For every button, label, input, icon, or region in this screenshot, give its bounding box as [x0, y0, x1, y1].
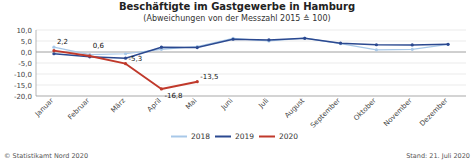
legend-label: 2019: [235, 132, 254, 141]
grid: [36, 30, 466, 96]
footer-left: © Statistikamt Nord 2020: [4, 152, 88, 160]
point: [303, 37, 306, 40]
point: [303, 37, 306, 40]
x-tick-label: März: [109, 97, 127, 115]
point: [88, 54, 91, 57]
point: [124, 62, 127, 65]
line: [54, 38, 448, 55]
line: [54, 38, 448, 58]
x-tick-label: Februar: [66, 97, 91, 122]
legend-swatch: [215, 136, 231, 138]
point: [231, 38, 234, 41]
point: [339, 42, 342, 45]
legend-swatch: [171, 136, 187, 138]
x-tick-label: Juli: [257, 97, 271, 111]
y-tick-label: 10,0: [16, 27, 32, 35]
point: [124, 52, 127, 55]
point: [446, 43, 449, 46]
title: Beschäftigte im Gastgewerbe in Hamburg: [119, 1, 355, 12]
point: [196, 46, 199, 49]
x-tick-label: Mai: [184, 97, 198, 111]
point: [411, 43, 414, 46]
x-tick-label: September: [309, 97, 342, 130]
x-tick-label: Juni: [219, 97, 235, 113]
point: [267, 38, 270, 41]
point: [52, 52, 55, 55]
legend-label: 2020: [279, 132, 298, 141]
y-tick-label: 0,0: [21, 49, 32, 57]
point: [411, 48, 414, 51]
x-tick-label: Januar: [33, 97, 55, 119]
x-axis: [36, 96, 466, 97]
point: [196, 80, 199, 83]
grid-line: [36, 30, 466, 31]
series-1: [52, 37, 449, 60]
point: [160, 87, 163, 90]
point: [124, 57, 127, 60]
plot-area: [52, 37, 449, 91]
annotation: -5,3: [129, 55, 143, 63]
point: [375, 43, 378, 46]
chart: Beschäftigte im Gastgewerbe in Hamburg (A…: [0, 0, 474, 162]
annotation: 2,2: [57, 38, 68, 46]
y-axis: [36, 30, 37, 96]
grid-line: [36, 52, 466, 53]
grid-line: [36, 74, 466, 75]
annotation: -13,5: [200, 73, 218, 81]
point: [446, 43, 449, 46]
grid-line: [36, 96, 466, 97]
x-tick-label: November: [382, 97, 413, 128]
y-tick-label: -20,0: [14, 93, 32, 101]
point: [339, 42, 342, 45]
line: [54, 51, 197, 89]
annotation: -16,8: [164, 92, 182, 100]
series-2: [52, 49, 199, 90]
y-tick-label: -10,0: [14, 71, 32, 79]
x-tick-label: Oktober: [352, 97, 378, 123]
y-tick-label: 5,0: [21, 38, 32, 46]
y-tick-label: -15,0: [14, 82, 32, 90]
point: [231, 37, 234, 40]
grid-line: [36, 63, 466, 64]
legend: 2018 2019 2020: [171, 132, 298, 141]
annotation: 0,6: [93, 42, 105, 50]
point: [52, 49, 55, 52]
y-tick-label: -5,0: [18, 60, 32, 68]
x-tick-label: August: [283, 97, 306, 120]
point: [375, 48, 378, 51]
x-tick-label: Dezember: [418, 97, 449, 128]
grid-line: [36, 85, 466, 86]
point: [52, 46, 55, 49]
subtitle: (Abweichungen von der Messzahl 2015 ≙ 10…: [143, 14, 330, 23]
legend-label: 2018: [191, 132, 210, 141]
point: [88, 55, 91, 58]
x-tick-label: April: [146, 97, 163, 114]
point: [160, 46, 163, 49]
footer-right: Stand: 21. Juli 2020: [406, 152, 470, 160]
legend-swatch: [259, 136, 275, 138]
